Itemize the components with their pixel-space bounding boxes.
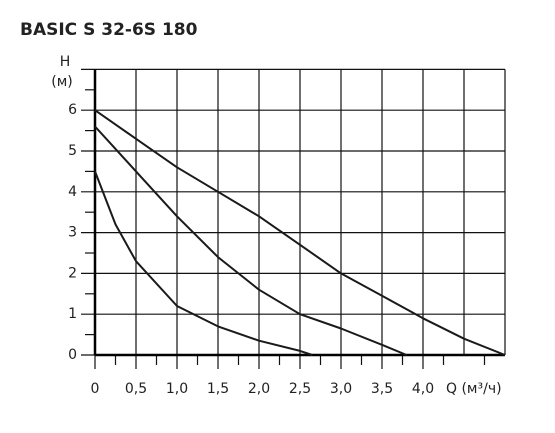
x-tick-label: 0: [91, 381, 100, 397]
x-tick-label: 2,0: [248, 381, 270, 397]
y-tick-label: 4: [68, 184, 77, 200]
chart-title: BASIC S 32-6S 180: [20, 20, 198, 40]
y-tick-label: 0: [68, 347, 77, 363]
curve: [94, 109, 506, 356]
y-tick-label: 5: [68, 143, 77, 159]
x-tick-label: 1,5: [207, 381, 229, 397]
y-tick-label: 1: [68, 306, 77, 322]
curve: [94, 125, 407, 356]
x-tick-label: 0,5: [125, 381, 147, 397]
y-axis-label: H: [60, 54, 71, 70]
x-tick-label: 3,0: [330, 381, 352, 397]
y-tick-label: 2: [68, 265, 77, 281]
x-axis-label: Q (м³/ч): [446, 381, 502, 397]
y-tick-label: 3: [68, 225, 77, 241]
curve: [94, 171, 313, 356]
y-axis-unit: (м): [51, 74, 73, 90]
x-tick-label: 2,5: [289, 381, 311, 397]
x-tick-label: 4,0: [412, 381, 434, 397]
x-tick-label: 3,5: [371, 381, 393, 397]
x-tick-label: 1,0: [166, 381, 188, 397]
y-tick-label: 6: [68, 102, 77, 118]
